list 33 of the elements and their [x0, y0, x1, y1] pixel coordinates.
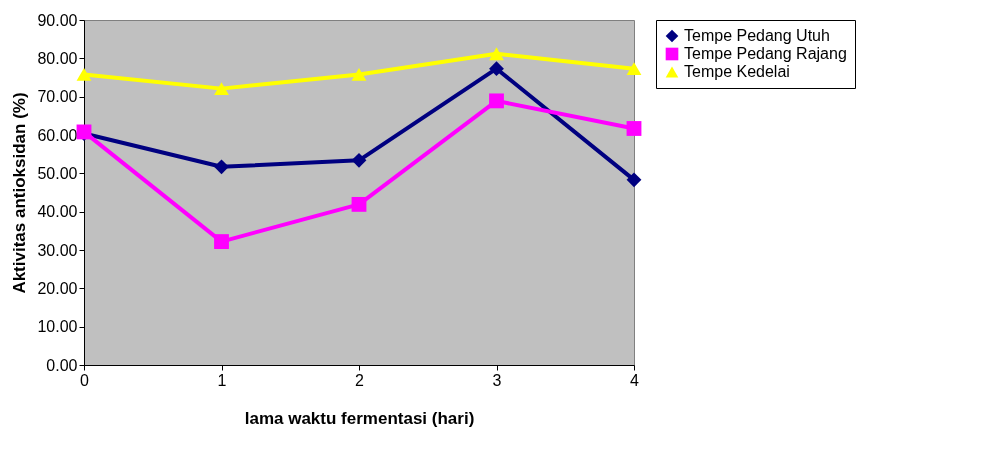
point: [489, 61, 504, 77]
point: [626, 172, 642, 188]
y-tick-label: 60.00: [37, 126, 78, 144]
point: [626, 62, 642, 76]
point: [351, 152, 367, 168]
y-tick-label: 40.00: [37, 203, 78, 221]
y-axis-title: Aktivitas antioksidan (%): [10, 92, 30, 294]
y-tick-label: 10.00: [37, 318, 78, 336]
y-tick-label: 30.00: [37, 241, 78, 259]
point: [489, 47, 504, 61]
x-tick-label: 3: [492, 371, 502, 389]
y-tick-label: 50.00: [37, 164, 78, 182]
point: [626, 121, 642, 136]
x-tick-label: 4: [630, 371, 640, 389]
point: [351, 196, 367, 212]
legend-label: Tempe Pedang Utuh: [684, 27, 830, 44]
legend-label: Tempe Pedang Rajang: [684, 45, 847, 62]
x-tick-label: 0: [80, 371, 90, 389]
y-tick-label: 80.00: [37, 49, 78, 67]
y-tick-label: 90.00: [37, 11, 78, 29]
point: [489, 93, 504, 109]
y-tick-label: 0.00: [46, 356, 78, 374]
point: [76, 68, 92, 81]
x-tick-label: 2: [355, 371, 365, 389]
point: [214, 159, 229, 175]
x-axis-title: lama waktu fermentasi (hari): [244, 408, 475, 428]
y-tick-label: 20.00: [37, 279, 78, 297]
point: [351, 68, 367, 81]
y-tick-label: 70.00: [37, 88, 78, 106]
legend-label: Tempe Kedelai: [684, 63, 790, 80]
point: [214, 234, 229, 249]
point: [214, 82, 229, 96]
x-tick-label: 1: [217, 371, 227, 389]
